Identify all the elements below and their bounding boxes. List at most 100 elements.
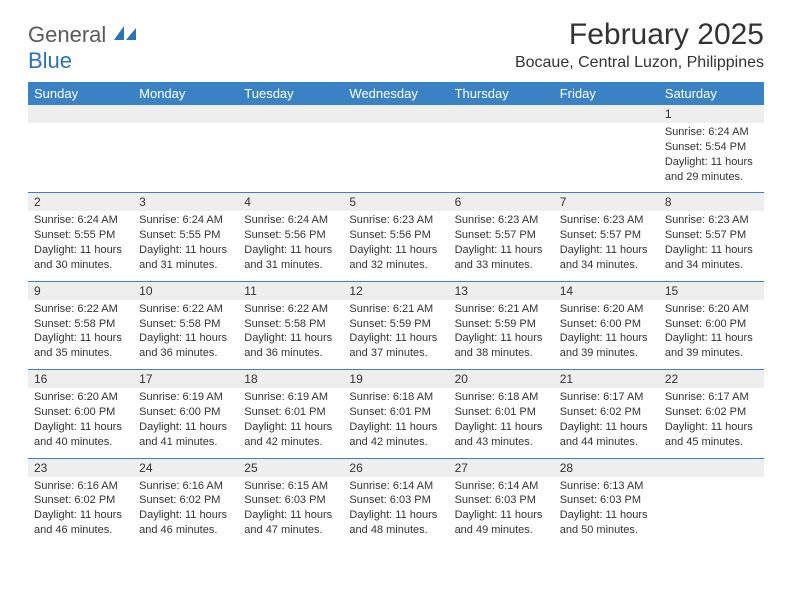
sunset-text: Sunset: 6:00 PM <box>560 317 653 332</box>
week-number-row: 232425262728 <box>28 458 764 477</box>
daylight-text: and 32 minutes. <box>349 258 442 273</box>
day-number: 25 <box>238 458 343 477</box>
day-info: Sunrise: 6:18 AMSunset: 6:01 PMDaylight:… <box>449 388 554 458</box>
day-info <box>659 477 764 546</box>
week-number-row: 9101112131415 <box>28 281 764 300</box>
daylight-text: and 36 minutes. <box>244 346 337 361</box>
daylight-text: and 49 minutes. <box>455 523 548 538</box>
header: General Blue February 2025 Bocaue, Centr… <box>28 18 764 74</box>
daylight-text: and 50 minutes. <box>560 523 653 538</box>
daylight-text: Daylight: 11 hours <box>34 420 127 435</box>
day-info: Sunrise: 6:17 AMSunset: 6:02 PMDaylight:… <box>659 388 764 458</box>
sunrise-text: Sunrise: 6:18 AM <box>349 390 442 405</box>
daylight-text: Daylight: 11 hours <box>455 508 548 523</box>
day-number: 1 <box>659 105 764 123</box>
daylight-text: and 34 minutes. <box>560 258 653 273</box>
daylight-text: Daylight: 11 hours <box>560 331 653 346</box>
day-info: Sunrise: 6:23 AMSunset: 5:57 PMDaylight:… <box>449 211 554 281</box>
daylight-text: Daylight: 11 hours <box>139 243 232 258</box>
day-header: Saturday <box>659 82 764 105</box>
sunset-text: Sunset: 5:55 PM <box>139 228 232 243</box>
daylight-text: Daylight: 11 hours <box>455 420 548 435</box>
daylight-text: Daylight: 11 hours <box>139 420 232 435</box>
sunrise-text: Sunrise: 6:24 AM <box>665 125 758 140</box>
day-header: Friday <box>554 82 659 105</box>
sunset-text: Sunset: 5:57 PM <box>665 228 758 243</box>
daylight-text: and 45 minutes. <box>665 435 758 450</box>
daylight-text: Daylight: 11 hours <box>34 508 127 523</box>
daylight-text: and 31 minutes. <box>244 258 337 273</box>
day-number <box>343 105 448 123</box>
sunset-text: Sunset: 6:02 PM <box>560 405 653 420</box>
day-number: 15 <box>659 281 764 300</box>
daylight-text: Daylight: 11 hours <box>665 155 758 170</box>
sunset-text: Sunset: 5:59 PM <box>455 317 548 332</box>
day-info: Sunrise: 6:22 AMSunset: 5:58 PMDaylight:… <box>133 300 238 370</box>
day-number: 27 <box>449 458 554 477</box>
daylight-text: Daylight: 11 hours <box>244 243 337 258</box>
day-number <box>133 105 238 123</box>
sunset-text: Sunset: 6:03 PM <box>560 493 653 508</box>
week-number-row: 2345678 <box>28 193 764 212</box>
calendar-table: Sunday Monday Tuesday Wednesday Thursday… <box>28 82 764 546</box>
daylight-text: Daylight: 11 hours <box>244 331 337 346</box>
daylight-text: and 39 minutes. <box>560 346 653 361</box>
daylight-text: Daylight: 11 hours <box>665 331 758 346</box>
sunrise-text: Sunrise: 6:20 AM <box>34 390 127 405</box>
day-number: 13 <box>449 281 554 300</box>
day-info: Sunrise: 6:21 AMSunset: 5:59 PMDaylight:… <box>343 300 448 370</box>
sunset-text: Sunset: 6:02 PM <box>139 493 232 508</box>
sunset-text: Sunset: 5:58 PM <box>34 317 127 332</box>
day-info: Sunrise: 6:14 AMSunset: 6:03 PMDaylight:… <box>343 477 448 546</box>
sunset-text: Sunset: 6:00 PM <box>665 317 758 332</box>
sunrise-text: Sunrise: 6:18 AM <box>455 390 548 405</box>
day-info: Sunrise: 6:19 AMSunset: 6:01 PMDaylight:… <box>238 388 343 458</box>
sunset-text: Sunset: 6:03 PM <box>244 493 337 508</box>
daylight-text: Daylight: 11 hours <box>349 331 442 346</box>
day-info <box>554 123 659 193</box>
day-info: Sunrise: 6:16 AMSunset: 6:02 PMDaylight:… <box>133 477 238 546</box>
day-info <box>238 123 343 193</box>
daylight-text: Daylight: 11 hours <box>665 243 758 258</box>
sunset-text: Sunset: 6:01 PM <box>455 405 548 420</box>
week-info-row: Sunrise: 6:20 AMSunset: 6:00 PMDaylight:… <box>28 388 764 458</box>
daylight-text: Daylight: 11 hours <box>244 508 337 523</box>
day-number: 21 <box>554 370 659 389</box>
day-number: 18 <box>238 370 343 389</box>
daylight-text: Daylight: 11 hours <box>349 243 442 258</box>
sunrise-text: Sunrise: 6:16 AM <box>139 479 232 494</box>
sunset-text: Sunset: 6:03 PM <box>349 493 442 508</box>
sunrise-text: Sunrise: 6:15 AM <box>244 479 337 494</box>
day-info: Sunrise: 6:19 AMSunset: 6:00 PMDaylight:… <box>133 388 238 458</box>
sunrise-text: Sunrise: 6:20 AM <box>665 302 758 317</box>
daylight-text: and 29 minutes. <box>665 170 758 185</box>
day-number: 19 <box>343 370 448 389</box>
day-header: Tuesday <box>238 82 343 105</box>
sunset-text: Sunset: 5:55 PM <box>34 228 127 243</box>
day-number: 24 <box>133 458 238 477</box>
day-number: 6 <box>449 193 554 212</box>
day-number <box>449 105 554 123</box>
daylight-text: and 43 minutes. <box>455 435 548 450</box>
day-number: 17 <box>133 370 238 389</box>
daylight-text: Daylight: 11 hours <box>139 331 232 346</box>
week-info-row: Sunrise: 6:22 AMSunset: 5:58 PMDaylight:… <box>28 300 764 370</box>
day-info: Sunrise: 6:21 AMSunset: 5:59 PMDaylight:… <box>449 300 554 370</box>
day-number <box>659 458 764 477</box>
day-header: Sunday <box>28 82 133 105</box>
day-header: Wednesday <box>343 82 448 105</box>
sunset-text: Sunset: 5:56 PM <box>244 228 337 243</box>
sunrise-text: Sunrise: 6:13 AM <box>560 479 653 494</box>
sunrise-text: Sunrise: 6:21 AM <box>455 302 548 317</box>
day-number: 8 <box>659 193 764 212</box>
logo-text-blue: Blue <box>28 48 72 73</box>
sunrise-text: Sunrise: 6:24 AM <box>34 213 127 228</box>
sunset-text: Sunset: 5:58 PM <box>139 317 232 332</box>
daylight-text: and 41 minutes. <box>139 435 232 450</box>
day-number: 7 <box>554 193 659 212</box>
sunrise-text: Sunrise: 6:22 AM <box>244 302 337 317</box>
sunrise-text: Sunrise: 6:22 AM <box>139 302 232 317</box>
day-info: Sunrise: 6:20 AMSunset: 6:00 PMDaylight:… <box>659 300 764 370</box>
daylight-text: and 44 minutes. <box>560 435 653 450</box>
sunset-text: Sunset: 6:02 PM <box>34 493 127 508</box>
